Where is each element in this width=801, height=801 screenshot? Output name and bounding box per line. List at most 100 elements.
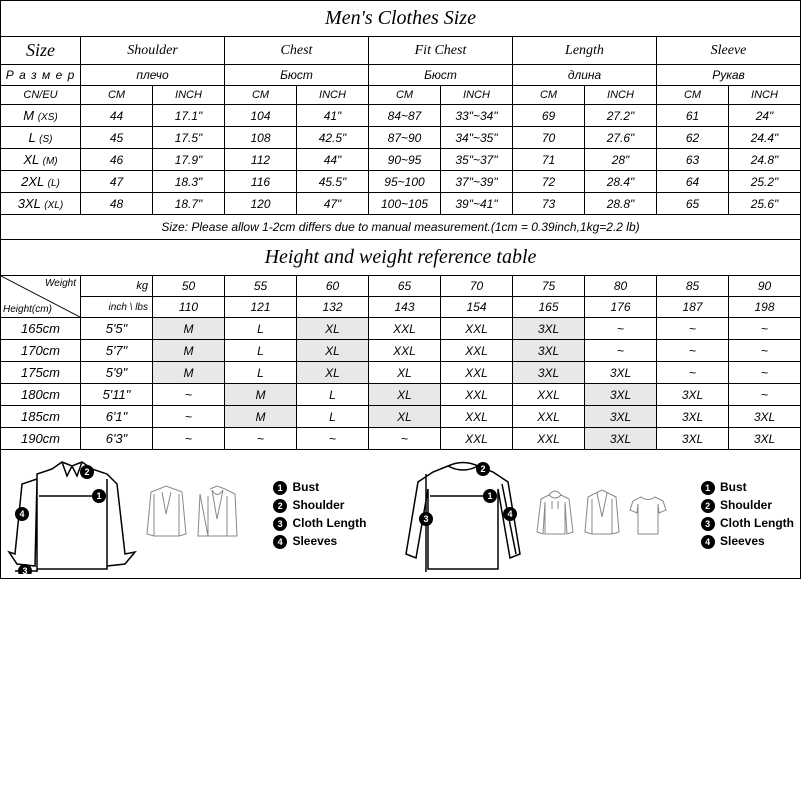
weight-lbs-cell: 165 [513, 297, 585, 318]
sweater-icon: 1 2 3 4 [398, 454, 528, 574]
group-header-3: Length [513, 37, 657, 65]
size-cell: 61 [657, 105, 729, 127]
hoodie-icon [535, 487, 575, 537]
size-cell: 17.9" [153, 149, 225, 171]
height-cm-cell: 175cm [1, 362, 81, 384]
hw-cell: ~ [369, 428, 441, 450]
size-cell: 33"~34" [441, 105, 513, 127]
hw-cell: 3XL [513, 318, 585, 340]
hw-cell: L [225, 340, 297, 362]
size-cell: 28.8" [585, 193, 657, 215]
group-sub-0: плечо [81, 65, 225, 86]
mini-garments-1 [143, 484, 241, 544]
size-cell: 62 [657, 127, 729, 149]
hw-cell: XXL [513, 428, 585, 450]
hw-cell: XL [297, 318, 369, 340]
diag-weight: Weight [45, 278, 76, 289]
hw-cell: 3XL [657, 384, 729, 406]
size-cell: 42.5" [297, 127, 369, 149]
size-cell: 28" [585, 149, 657, 171]
size-cell: 27.6" [585, 127, 657, 149]
size-cell: 47 [81, 171, 153, 193]
size-cell: 69 [513, 105, 585, 127]
hw-cell: 3XL [657, 406, 729, 428]
size-cell: 44" [297, 149, 369, 171]
weight-kg-cell: 60 [297, 276, 369, 297]
group-sub-1: Бюст [225, 65, 369, 86]
unit-cell: INCH [153, 86, 225, 105]
hw-cell: ~ [657, 362, 729, 384]
weight-kg-cell: 65 [369, 276, 441, 297]
hw-cell: M [225, 406, 297, 428]
group-sub-3: длина [513, 65, 657, 86]
size-sub: Р а з м е р [1, 65, 81, 86]
size-row-label: 2XL (L) [1, 171, 81, 193]
hw-cell: 3XL [513, 340, 585, 362]
hw-cell: ~ [729, 384, 801, 406]
hw-cell: XXL [369, 318, 441, 340]
size-cell: 27.2" [585, 105, 657, 127]
size-cell: 87~90 [369, 127, 441, 149]
hw-cell: XXL [513, 406, 585, 428]
size-cell: 104 [225, 105, 297, 127]
hw-cell: ~ [153, 406, 225, 428]
size-cell: 25.6" [729, 193, 801, 215]
weight-kg-cell: 50 [153, 276, 225, 297]
size-table: Men's Clothes Size Size Shoulder Chest F… [0, 0, 801, 450]
cardigan-icon [582, 487, 622, 537]
size-cell: 64 [657, 171, 729, 193]
hw-cell: 3XL [585, 406, 657, 428]
weight-lbs-cell: 110 [153, 297, 225, 318]
unit-cell: CM [369, 86, 441, 105]
size-cell: 48 [81, 193, 153, 215]
size-cell: 84~87 [369, 105, 441, 127]
size-cell: 17.5" [153, 127, 225, 149]
size-cell: 70 [513, 127, 585, 149]
hw-cell: ~ [729, 362, 801, 384]
unit-cell: CM [513, 86, 585, 105]
size-cell: 73 [513, 193, 585, 215]
size-cell: 108 [225, 127, 297, 149]
unit-cell: INCH [441, 86, 513, 105]
hw-cell: XXL [369, 340, 441, 362]
size-cell: 35"~37" [441, 149, 513, 171]
unit-cell: INCH [297, 86, 369, 105]
svg-text:4: 4 [19, 509, 24, 519]
size-cell: 28.4" [585, 171, 657, 193]
hw-cell: L [225, 318, 297, 340]
hw-cell: XXL [441, 362, 513, 384]
size-cell: 34"~35" [441, 127, 513, 149]
legend-item: 4 Sleeves [273, 532, 366, 550]
group-sub-4: Рукав [657, 65, 801, 86]
hw-cell: ~ [297, 428, 369, 450]
hw-cell: 3XL [585, 384, 657, 406]
size-cell: 37"~39" [441, 171, 513, 193]
svg-text:3: 3 [22, 566, 27, 574]
size-row-label: L (S) [1, 127, 81, 149]
size-cell: 39"~41" [441, 193, 513, 215]
sweater-diagram-block: 1 2 3 4 [398, 454, 669, 574]
size-cell: 65 [657, 193, 729, 215]
legend-item: 2 Shoulder [701, 496, 794, 514]
unit-cell: CM [81, 86, 153, 105]
blazer-icon [195, 484, 240, 539]
hw-cell: XL [297, 362, 369, 384]
svg-text:2: 2 [481, 464, 486, 474]
height-ft-cell: 6'1" [81, 406, 153, 428]
weight-lbs-cell: 187 [657, 297, 729, 318]
diagram-area: 1 2 3 4 1 Bust 2 Shoulder 3 Cloth Length… [0, 450, 801, 579]
svg-text:2: 2 [84, 467, 89, 477]
hw-cell: XXL [441, 428, 513, 450]
weight-lbs-cell: 176 [585, 297, 657, 318]
size-cell: 24" [729, 105, 801, 127]
size-cell: 63 [657, 149, 729, 171]
hw-cell: ~ [225, 428, 297, 450]
size-cell: 24.4" [729, 127, 801, 149]
size-cell: 44 [81, 105, 153, 127]
hw-cell: XXL [441, 318, 513, 340]
size-row-label: 3XL (XL) [1, 193, 81, 215]
hw-cell: 3XL [729, 428, 801, 450]
size-cell: 24.8" [729, 149, 801, 171]
height-cm-cell: 180cm [1, 384, 81, 406]
weight-kg-cell: 80 [585, 276, 657, 297]
